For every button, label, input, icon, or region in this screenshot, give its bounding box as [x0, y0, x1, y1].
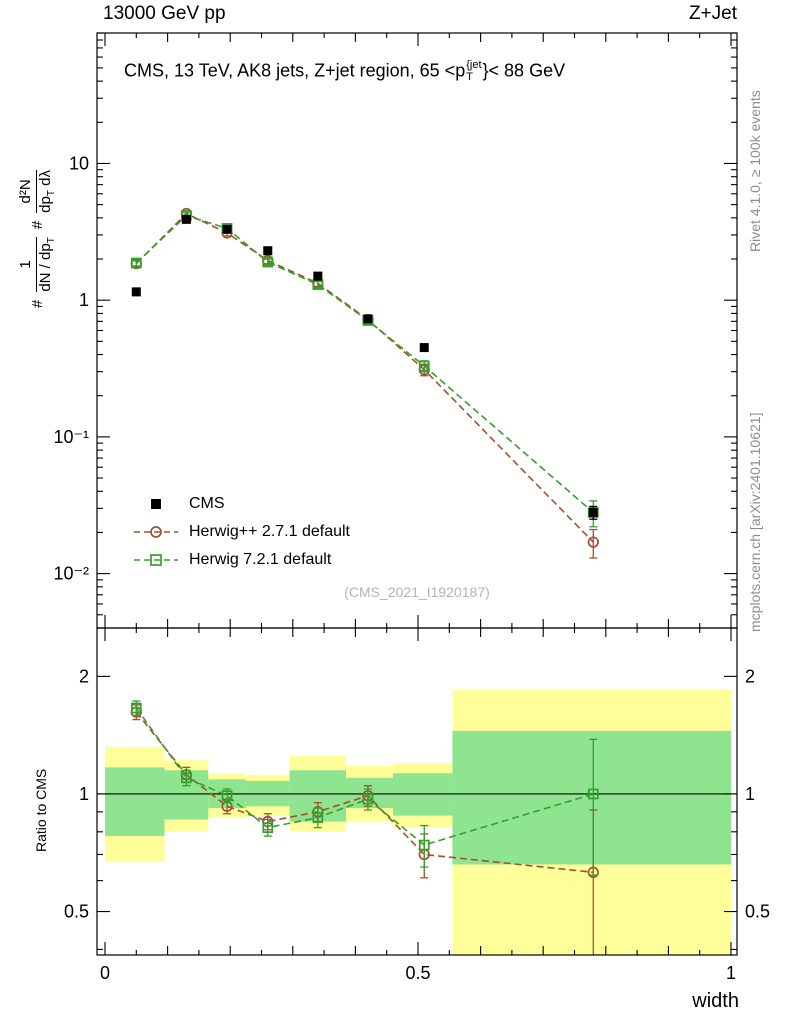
ratio-axis-label: Ratio to CMS: [33, 768, 49, 852]
x-axis-label: width: [692, 990, 739, 1012]
axis-ticks: 0 0.5 1 10 1 10⁻¹ 10⁻² 2 2 1 1 0.5 0.5: [53, 32, 770, 983]
svg-text:2: 2: [745, 666, 755, 686]
data-point-filled-square: [222, 224, 232, 234]
legend-item-herwigpp: Herwig++ 2.7.1 default: [133, 520, 350, 544]
data-point-open-square: [221, 790, 233, 802]
green-band-bin: [105, 767, 165, 837]
rivet-version-note: Rivet 4.1.0, ≥ 100k events: [747, 90, 763, 252]
legend-item-cms: CMS: [133, 492, 350, 516]
ylabel-f2-num: d²N: [17, 179, 34, 204]
svg-text:1: 1: [745, 784, 755, 804]
data-point-open-square: [262, 822, 274, 833]
ylabel-hash-2: #: [28, 220, 46, 230]
open-square-icon: [134, 554, 178, 566]
svg-text:0: 0: [100, 963, 110, 983]
data-point-filled-square: [181, 214, 191, 224]
legend-label-herwig7: Herwig 7.2.1 default: [189, 551, 332, 568]
data-point-filled-square: [313, 271, 323, 281]
data-point-filled-square: [588, 507, 598, 517]
plot-title-suffix: }< 88 GeV: [482, 60, 566, 81]
mcplots-note: mcplots.cern.ch [arXiv:2401.10621]: [747, 412, 763, 632]
beam-energy-label: 13000 GeV pp: [103, 3, 226, 24]
ylabel-fraction-2: d²N dpT dλ: [17, 170, 57, 213]
legend-marker-0: [133, 496, 179, 512]
ylabel-f1-den: dN / dpT: [36, 237, 57, 292]
data-point-filled-square: [131, 287, 141, 297]
ratio-series: [130, 700, 599, 955]
analysis-id-watermark: (CMS_2021_I1920187): [344, 584, 490, 600]
data-point-open-square: [312, 812, 324, 823]
filled-square-icon: [151, 499, 161, 509]
series-line: [135, 214, 594, 514]
data-point-open-square: [181, 772, 192, 784]
svg-text:10: 10: [69, 153, 89, 173]
svg-text:10⁻¹: 10⁻¹: [53, 427, 89, 447]
y-axis-label: # 1 dN / dpT # d²N dpT dλ: [17, 170, 57, 308]
svg-text:2: 2: [79, 666, 89, 686]
svg-text:10⁻²: 10⁻²: [53, 564, 89, 584]
series-line: [135, 212, 594, 543]
legend-item-herwig7: Herwig 7.2.1 default: [133, 548, 350, 572]
data-point-open-square: [362, 793, 374, 805]
uncertainty-bands: [105, 689, 731, 955]
svg-text:0.5: 0.5: [745, 902, 770, 922]
series-line: [135, 707, 594, 846]
svg-text:0.5: 0.5: [405, 963, 430, 983]
data-point-filled-square: [419, 343, 429, 353]
pt-scripts: {jet T: [466, 59, 482, 83]
svg-text:1: 1: [726, 963, 736, 983]
main-series: [130, 207, 599, 559]
legend: CMS Herwig++ 2.7.1 default Herwig 7.2.1 …: [133, 492, 350, 572]
data-point-open-square: [587, 788, 599, 800]
legend-marker-1: [133, 524, 179, 540]
data-point-open-circle: [587, 536, 599, 548]
ylabel-f1-num: 1: [17, 260, 34, 269]
plot-title-prefix: CMS, 13 TeV, AK8 jets, Z+jet region, 65 …: [124, 60, 466, 81]
data-point-open-square: [418, 360, 430, 372]
data-point-open-square: [130, 702, 142, 714]
ratio-panel-frame: [96, 627, 738, 956]
open-circle-icon: [134, 526, 178, 538]
data-point-filled-square: [363, 314, 373, 324]
plot-title-sub: T: [466, 70, 473, 83]
process-label: Z+Jet: [688, 3, 737, 24]
data-point-open-square: [130, 257, 142, 269]
legend-label-herwigpp: Herwig++ 2.7.1 default: [189, 523, 350, 540]
data-point-filled-square: [263, 246, 273, 256]
svg-text:1: 1: [79, 290, 89, 310]
plot-title: CMS, 13 TeV, AK8 jets, Z+jet region, 65 …: [124, 59, 566, 83]
ylabel-hash-1: #: [28, 299, 46, 308]
data-point-open-square: [418, 839, 430, 851]
ylabel-fraction-1: 1 dN / dpT: [17, 237, 57, 292]
data-point-open-square: [262, 256, 274, 268]
svg-text:0.5: 0.5: [64, 902, 89, 922]
plot-title-sup: {jet: [466, 59, 482, 71]
legend-label-cms: CMS: [189, 495, 225, 512]
svg-text:1: 1: [79, 784, 89, 804]
legend-marker-2: [133, 552, 179, 568]
ylabel-f2-den: dpT dλ: [36, 170, 57, 213]
